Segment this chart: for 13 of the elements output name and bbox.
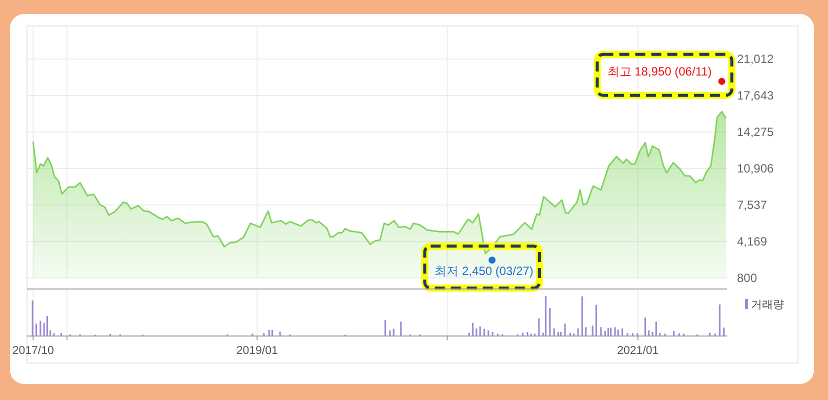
x-tick-label: 2021/01 bbox=[617, 345, 659, 357]
y-tick-label: 10,906 bbox=[737, 162, 774, 176]
y-tick-label: 7,537 bbox=[737, 198, 768, 212]
y-tick-label: 14,275 bbox=[737, 124, 774, 139]
y-tick-label: 4,169 bbox=[737, 234, 768, 248]
legend-label: 거래량 bbox=[751, 299, 784, 311]
y-tick-label: 21,012 bbox=[737, 52, 774, 66]
y-tick-label: 800 bbox=[737, 271, 758, 285]
x-tick-label: 2017/10 bbox=[12, 345, 54, 357]
annotation: 최고 18,950 (06/11) bbox=[607, 64, 712, 78]
annotation: 최저 2,450 (03/27) bbox=[434, 264, 534, 278]
y-tick-label: 17,643 bbox=[737, 88, 774, 103]
x-tick-label: 2019/01 bbox=[236, 345, 278, 357]
